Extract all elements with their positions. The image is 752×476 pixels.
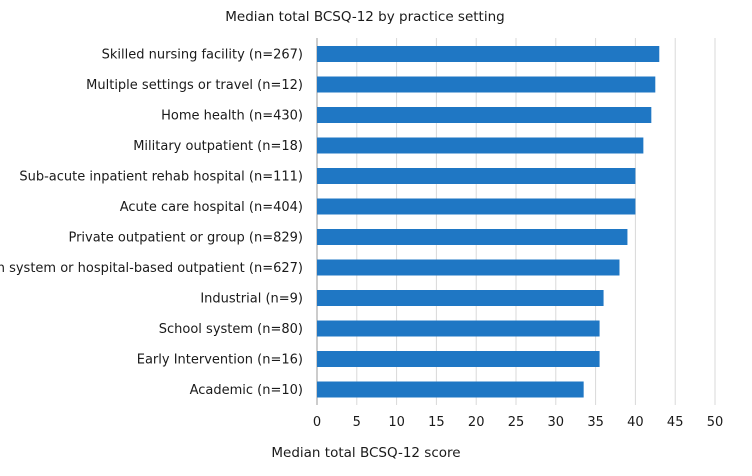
x-tick-label: 30 <box>548 415 565 430</box>
category-label: School system (n=80) <box>159 322 303 337</box>
x-tick-label: 10 <box>388 415 405 430</box>
bar <box>317 168 636 184</box>
category-label: Military outpatient (n=18) <box>133 139 303 154</box>
x-tick-label: 35 <box>587 415 604 430</box>
bar <box>317 351 600 367</box>
gridlines <box>316 38 716 405</box>
bar <box>317 107 652 123</box>
x-tick-label: 45 <box>667 415 684 430</box>
category-label: Sub-acute inpatient rehab hospital (n=11… <box>19 170 303 185</box>
chart-title: Median total BCSQ-12 by practice setting <box>225 9 504 25</box>
bar <box>317 290 604 306</box>
category-label: Health system or hospital-based outpatie… <box>0 261 303 276</box>
category-label: Skilled nursing facility (n=267) <box>102 48 303 63</box>
category-labels: Skilled nursing facility (n=267) Multiple… <box>0 48 303 399</box>
bar <box>317 198 636 215</box>
bar <box>317 46 660 62</box>
x-tick-label: 40 <box>627 415 644 430</box>
category-label: Industrial (n=9) <box>200 292 303 307</box>
x-tick-label: 15 <box>428 415 445 430</box>
category-label: Multiple settings or travel (n=12) <box>86 78 303 93</box>
category-label: Private outpatient or group (n=829) <box>68 231 303 246</box>
bar <box>317 76 656 93</box>
x-tick-label: 5 <box>353 415 361 430</box>
bar <box>317 229 628 245</box>
x-tick-label: 50 <box>707 415 724 430</box>
category-label: Academic (n=10) <box>190 383 303 398</box>
x-axis-title: Median total BCSQ-12 score <box>271 445 460 461</box>
x-tick-labels: 0 5 10 15 20 25 30 35 40 45 50 <box>313 415 723 430</box>
x-tick-label: 25 <box>508 415 525 430</box>
bar <box>317 381 584 398</box>
category-label: Acute care hospital (n=404) <box>120 200 303 215</box>
bars <box>317 46 660 398</box>
x-tick-label: 0 <box>313 415 321 430</box>
category-label: Home health (n=430) <box>161 109 303 124</box>
x-tick-label: 20 <box>468 415 485 430</box>
bar <box>317 259 620 276</box>
category-label: Early Intervention (n=16) <box>137 353 303 368</box>
bar <box>317 320 600 337</box>
bar <box>317 137 644 154</box>
